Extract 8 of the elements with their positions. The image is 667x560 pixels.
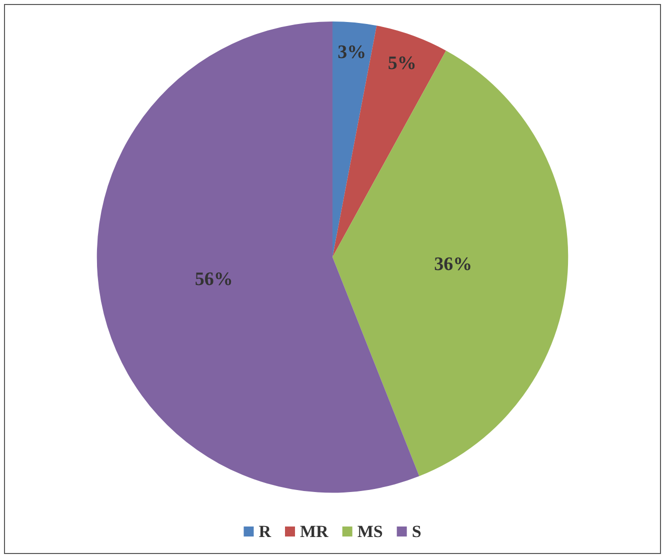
data-label: 3% bbox=[338, 42, 366, 63]
data-label: 56% bbox=[194, 269, 233, 290]
data-label: 36% bbox=[434, 254, 472, 276]
legend-label: MR bbox=[300, 522, 330, 541]
legend-label: R bbox=[258, 522, 272, 541]
legend-label: MS bbox=[357, 522, 383, 541]
legend-label: S bbox=[412, 522, 422, 541]
data-label: 5% bbox=[388, 53, 416, 74]
